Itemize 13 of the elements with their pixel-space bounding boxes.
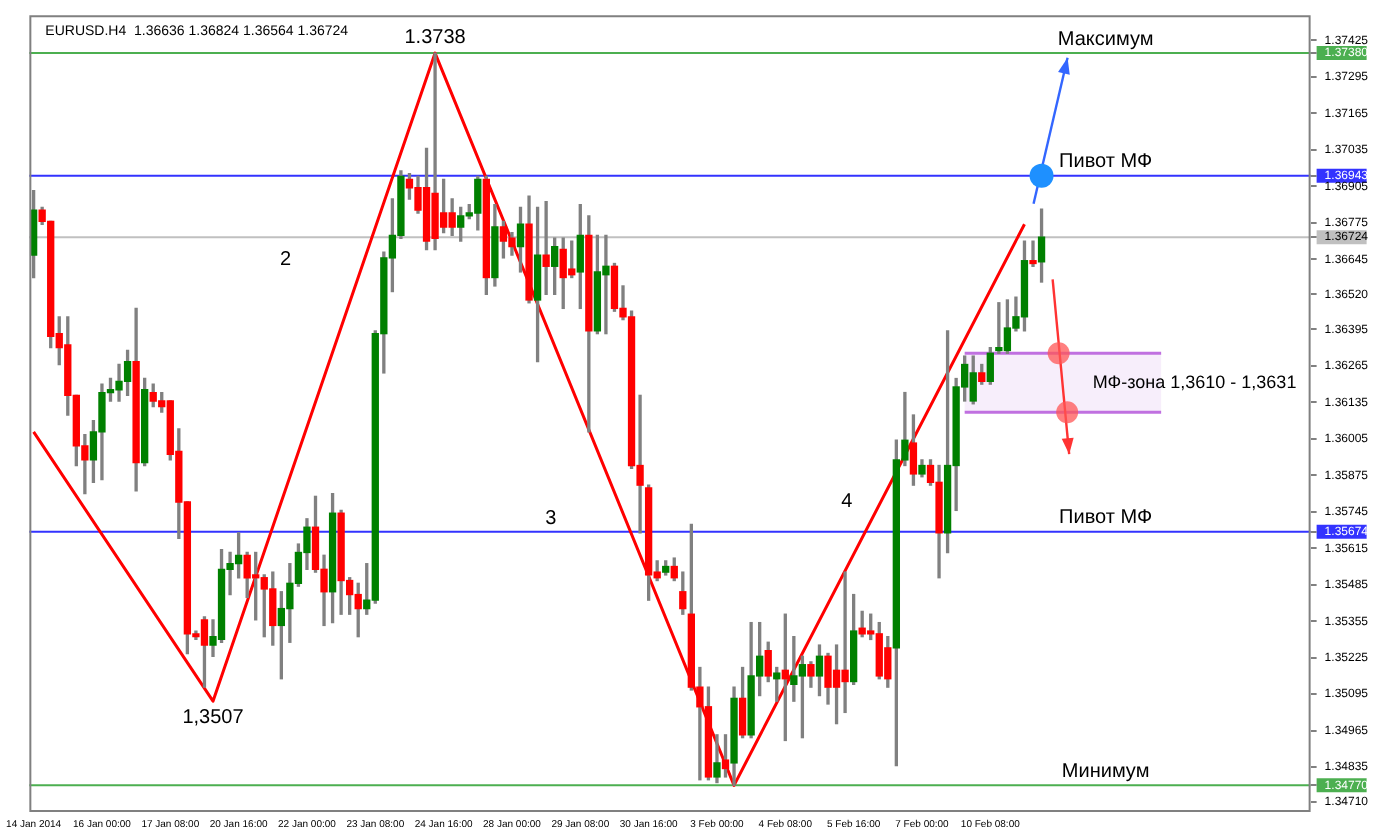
candlestick (841, 571, 849, 714)
band-label: МФ-зона 1,3610 - 1,3631 (1092, 371, 1297, 392)
annotation: 1.3738 (404, 26, 467, 49)
annotation: 2 (280, 248, 293, 271)
ref-line-label: Пивот МФ (1059, 507, 1153, 530)
candlestick (602, 234, 610, 335)
candlestick (542, 201, 550, 296)
ref-line-label: Максимум (1057, 28, 1154, 51)
annotation: 1,3507 (182, 706, 245, 729)
annotation: 4 (841, 490, 854, 513)
ref-line-label: Минимум (1061, 760, 1150, 783)
annotation: 3 (545, 508, 558, 531)
ref-line-label: Пивот МФ (1059, 151, 1153, 174)
